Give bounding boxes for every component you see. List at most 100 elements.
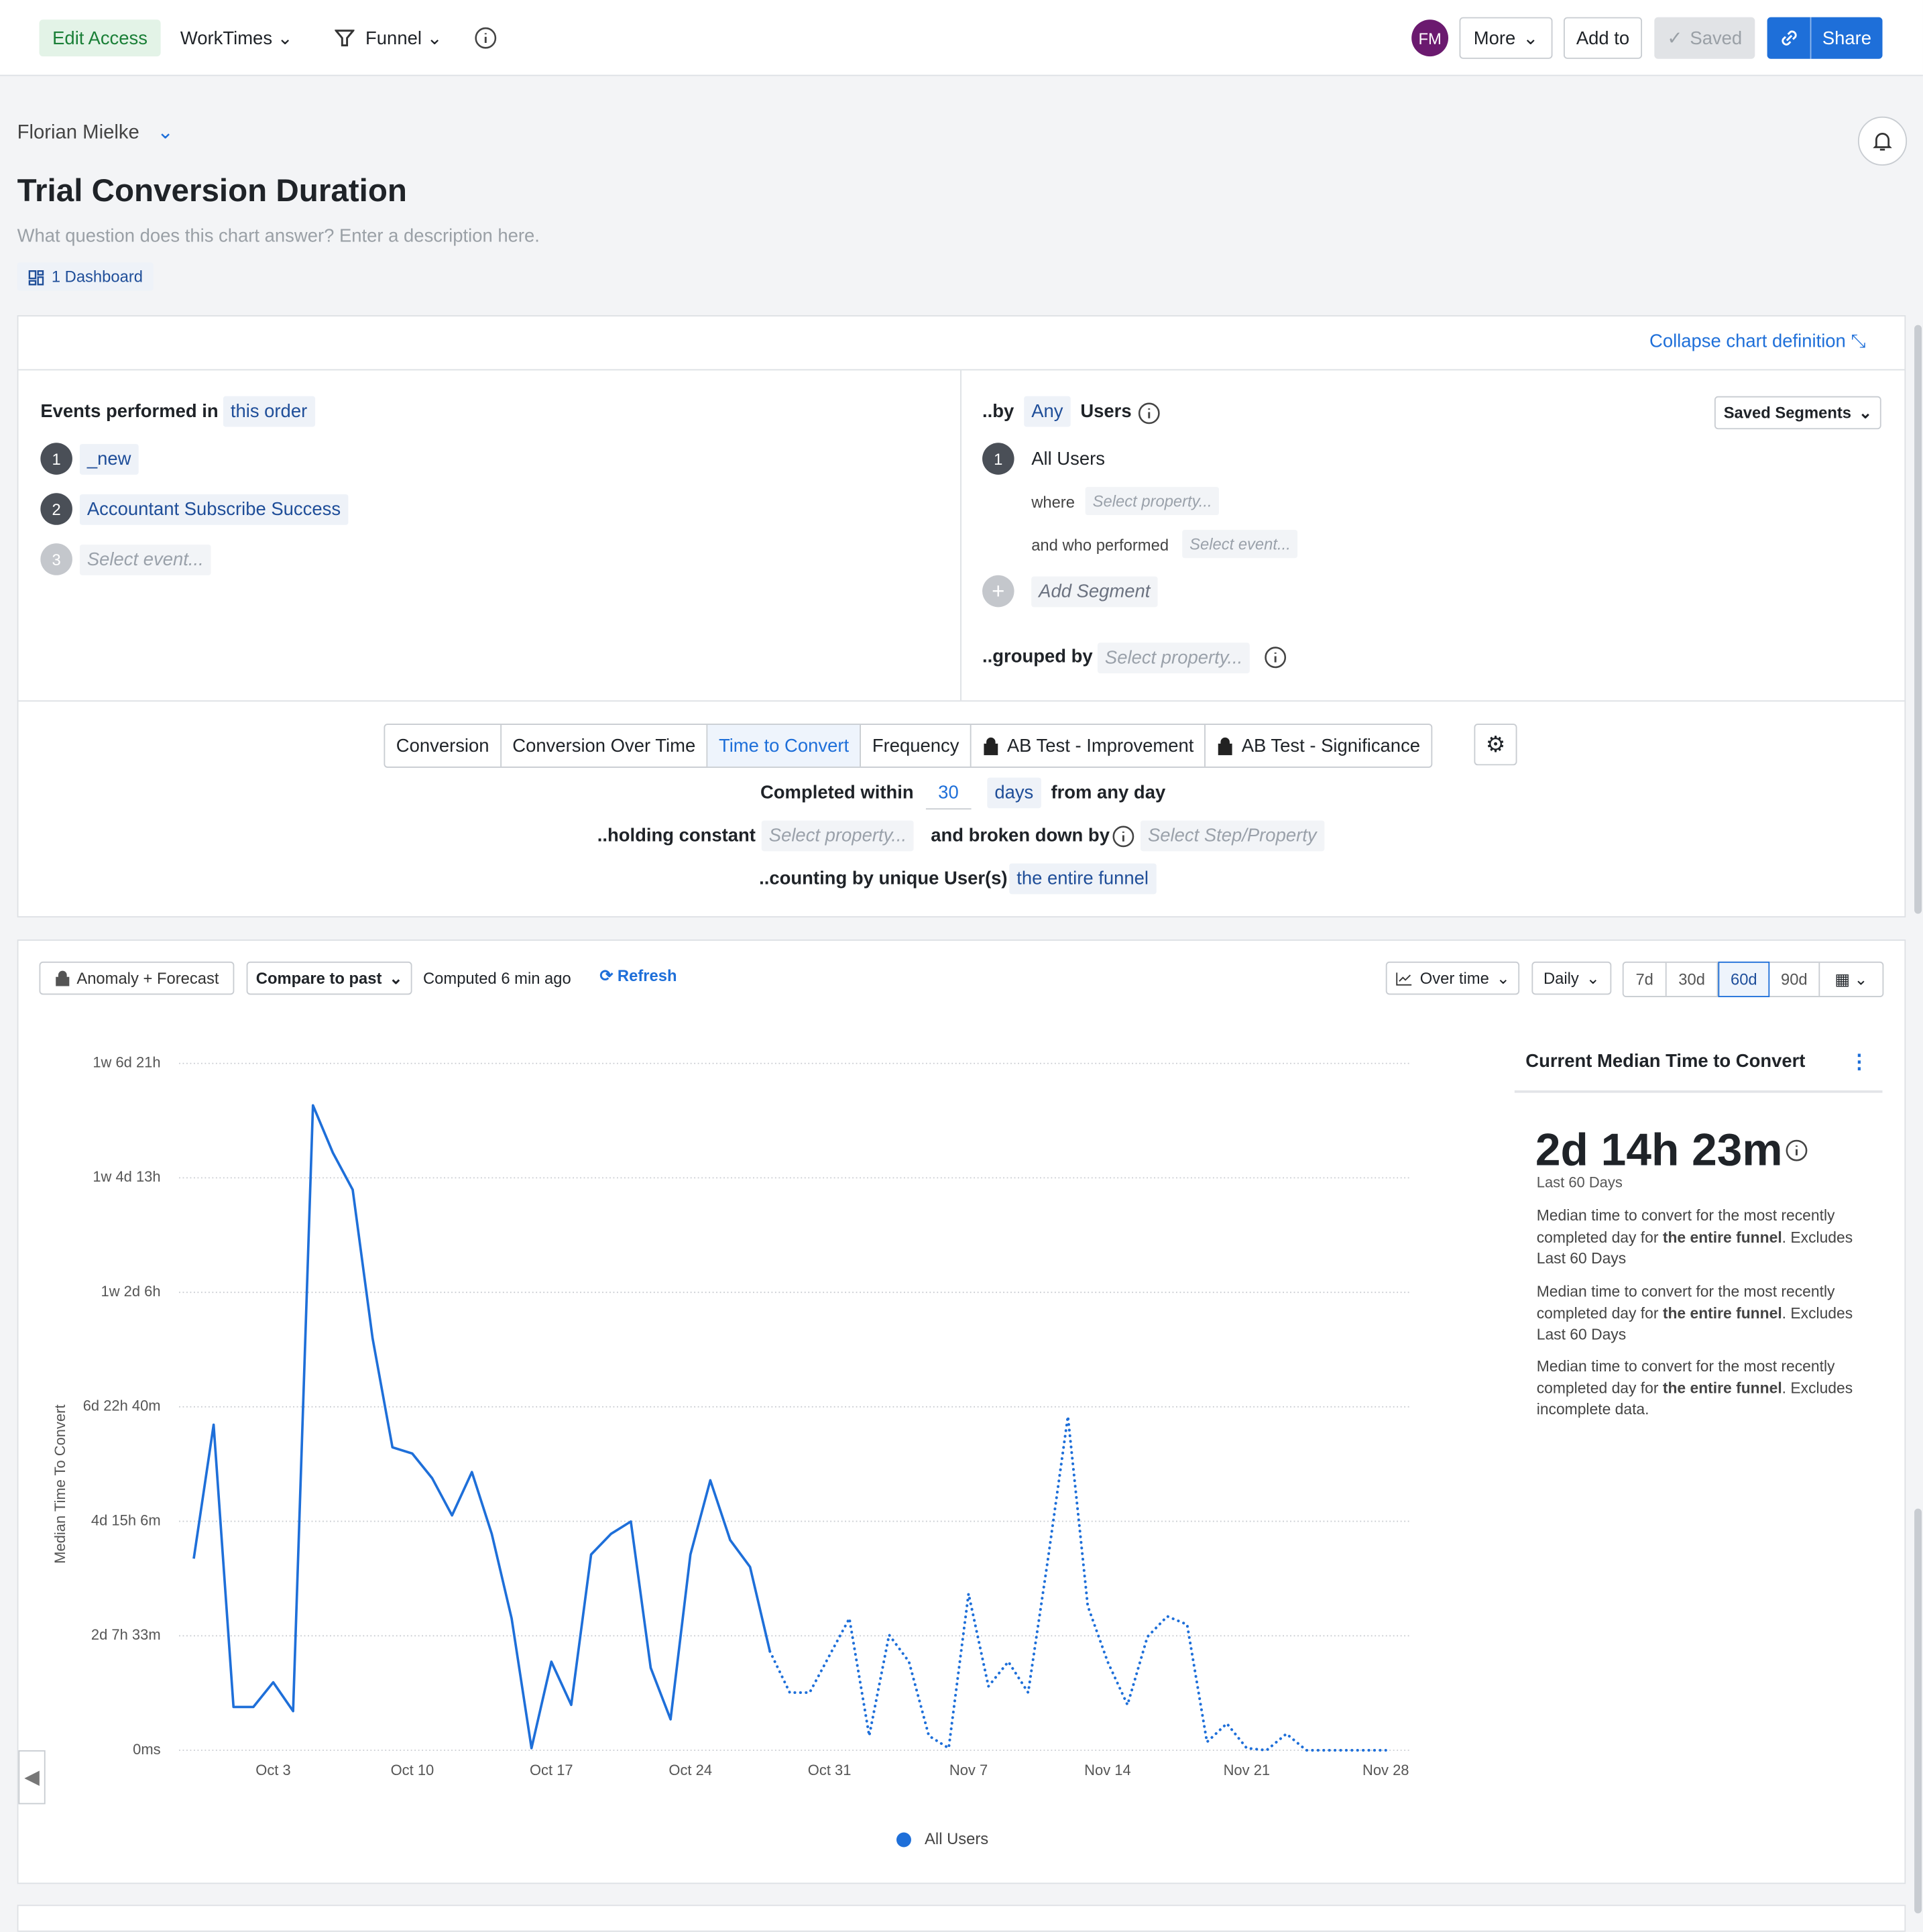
summary-note: Median time to convert for the most rece…: [1537, 1206, 1880, 1270]
summary-note: Median time to convert for the most rece…: [1537, 1357, 1880, 1421]
grouped-placeholder[interactable]: Select property...: [1097, 642, 1250, 674]
scrollbar: [1914, 1508, 1922, 1914]
step-number: 1: [40, 443, 72, 475]
tab-locked[interactable]: AB Test - Improvement: [972, 724, 1206, 767]
collapse: Collapse chart definition: [1649, 331, 1846, 352]
x-tick-label: Oct 24: [668, 1762, 712, 1778]
range[interactable]: 7d: [1624, 962, 1667, 997]
holding-placeholder[interactable]: Select property...: [761, 820, 915, 852]
more-button[interactable]: More ⌄: [1459, 17, 1553, 59]
chart-panel: [17, 940, 1906, 1884]
dashboard-count: 1 Dashboard: [51, 267, 143, 286]
workspace-menu[interactable]: WorkTimes ⌄: [180, 28, 293, 50]
users-label: Users: [1080, 401, 1132, 422]
chart-title[interactable]: Trial Conversion Duration: [17, 172, 407, 209]
view-button[interactable]: Over time ⌄: [1385, 961, 1520, 995]
tab-label: AB Test - Improvement: [1006, 735, 1194, 756]
x-tick-label: Oct 10: [391, 1762, 434, 1778]
anomaly-button[interactable]: Anomaly + Forecast: [39, 961, 235, 995]
event-placeholder[interactable]: Select event...: [1182, 530, 1298, 559]
step-number: 2: [40, 493, 72, 525]
tab[interactable]: Conversion: [385, 724, 502, 767]
scroll-left[interactable]: ◀: [18, 1750, 46, 1805]
broken-placeholder[interactable]: Select Step/Property: [1140, 820, 1324, 852]
add-segment[interactable]: Add Segment: [1031, 576, 1158, 608]
summary-menu[interactable]: ⋮: [1849, 1052, 1869, 1074]
by-label: ..by: [982, 401, 1014, 422]
saved-segments-button[interactable]: Saved Segments ⌄: [1714, 396, 1881, 430]
share-divider: [1810, 17, 1812, 59]
legend-label: All Users: [925, 1830, 988, 1848]
metric-tabs: Conversion Conversion Over Time Time to …: [384, 724, 1433, 768]
compare-button[interactable]: Compare to past ⌄: [246, 961, 412, 995]
events-label: Events performed in: [40, 401, 219, 422]
where-label: where: [1031, 493, 1075, 512]
refresh-link[interactable]: ⟳ Refresh: [599, 966, 677, 985]
where-placeholder[interactable]: Select property...: [1085, 487, 1220, 516]
note-text: Median time to convert for the most rece…: [1536, 1206, 1835, 1246]
info-icon[interactable]: [1111, 824, 1136, 849]
info-icon[interactable]: [473, 25, 498, 50]
computed: Computed 6 min ago: [423, 968, 571, 988]
summary-value: 2d 14h 23m: [1535, 1125, 1783, 1176]
chart: Median Time To Convert 0ms 2d 7h 33m 4d 15…: [52, 1054, 1411, 1848]
tab-locked[interactable]: AB Test - Significance: [1206, 725, 1432, 766]
info-icon[interactable]: [1263, 645, 1288, 670]
counting-value[interactable]: the entire funnel: [1009, 863, 1156, 895]
x-tick-label: Nov 7: [949, 1762, 988, 1778]
link-icon: [1782, 30, 1797, 46]
workspace: WorkTimes: [180, 28, 273, 50]
range-active[interactable]: 60d: [1718, 961, 1770, 997]
note-text: . Excludes incomplete data.: [1536, 1379, 1853, 1418]
info-icon[interactable]: [1137, 401, 1161, 426]
saved-button[interactable]: ✓ Saved: [1654, 17, 1755, 59]
tab[interactable]: Conversion Over Time: [502, 724, 708, 767]
saved-segments: Saved Segments: [1723, 403, 1851, 422]
edit-access[interactable]: Edit Access: [39, 19, 161, 57]
segment-name[interactable]: All Users: [1031, 449, 1105, 470]
who-performed-label: and who performed: [1031, 536, 1169, 555]
window-input[interactable]: 30: [925, 778, 971, 810]
alert-button[interactable]: [1857, 116, 1908, 166]
share-button[interactable]: Share: [1767, 17, 1883, 59]
tab-label: AB Test - Significance: [1241, 735, 1421, 756]
lock-icon: [1218, 737, 1233, 756]
chart-kind-menu[interactable]: Funnel ⌄: [365, 28, 443, 50]
summary-divider: [1514, 1090, 1883, 1093]
range-group: 7d 30d 60d 90d ▦ ⌄: [1622, 961, 1884, 997]
settings-button[interactable]: ⚙: [1474, 724, 1517, 766]
owner[interactable]: Florian Mielke ⌄: [17, 122, 174, 144]
tab-active[interactable]: Time to Convert: [707, 724, 862, 767]
counting-label: ..counting by unique User(s): [759, 868, 1008, 890]
dashboard-icon: [28, 270, 44, 286]
note-bold: the entire funnel: [1662, 1304, 1782, 1322]
add-to-button[interactable]: Add to: [1563, 17, 1643, 59]
range[interactable]: 30d: [1667, 962, 1718, 997]
step-placeholder[interactable]: Select event...: [79, 545, 211, 575]
x-tick-label: Oct 17: [530, 1762, 573, 1778]
note-bold: the entire funnel: [1662, 1228, 1782, 1246]
interval-button[interactable]: Daily ⌄: [1531, 961, 1612, 995]
y-tick-label: 6d 22h 40m: [83, 1398, 161, 1414]
window-unit[interactable]: days: [987, 777, 1041, 809]
completed-within-label: Completed within: [760, 782, 914, 803]
description[interactable]: What question does this chart answer? En…: [17, 225, 540, 247]
line-incomplete: [768, 1415, 1387, 1752]
step-event[interactable]: Accountant Subscribe Success: [79, 494, 349, 525]
order-chip[interactable]: this order: [223, 396, 315, 427]
collapse-link[interactable]: Collapse chart definition ⤡: [1649, 331, 1866, 352]
any-chip[interactable]: Any: [1024, 396, 1071, 427]
add-icon[interactable]: +: [982, 575, 1014, 608]
step-event[interactable]: _new: [79, 444, 139, 475]
calendar-button[interactable]: ▦ ⌄: [1834, 969, 1868, 988]
x-tick-label: Nov 14: [1084, 1762, 1131, 1778]
info-icon[interactable]: [1784, 1138, 1809, 1163]
saved: Saved: [1690, 27, 1743, 49]
definition-panel: [17, 315, 1906, 918]
range[interactable]: 90d: [1769, 962, 1820, 997]
tab[interactable]: Frequency: [861, 724, 972, 767]
avatar[interactable]: FM: [1411, 19, 1449, 57]
